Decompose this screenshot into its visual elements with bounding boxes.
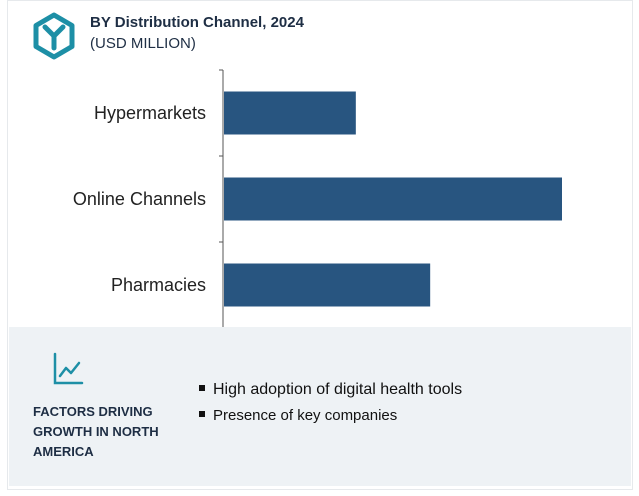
factors-title: FACTORS DRIVING GROWTH IN NORTH AMERICA [33, 404, 159, 459]
category-label: Hypermarkets [94, 103, 206, 123]
bar-chart: Hypermarkets Online Channels Pharmacies [73, 69, 562, 329]
factor-text: Presence of key companies [213, 407, 398, 424]
bar-hypermarkets [224, 91, 356, 135]
bullet-icon [199, 384, 205, 391]
list-item: Presence of key companies [199, 403, 462, 429]
list-item: High adoption of digital health tools [199, 377, 462, 403]
factors-list: High adoption of digital health tools Pr… [199, 377, 462, 429]
factor-text: High adoption of digital health tools [213, 381, 463, 398]
category-label: Pharmacies [111, 275, 206, 295]
chart-title: BY Distribution Channel, 2024 [90, 14, 304, 31]
bar-pharmacies [224, 263, 431, 307]
factors-panel: FACTORS DRIVING GROWTH IN NORTH AMERICA … [9, 327, 631, 486]
trend-chart-icon [53, 352, 84, 385]
hexagon-y-logo-icon [33, 12, 75, 60]
bullet-icon [199, 411, 205, 418]
chart-subtitle: (USD MILLION) [90, 35, 196, 52]
category-label: Online Channels [73, 189, 206, 209]
bar-online-channels [224, 177, 562, 221]
